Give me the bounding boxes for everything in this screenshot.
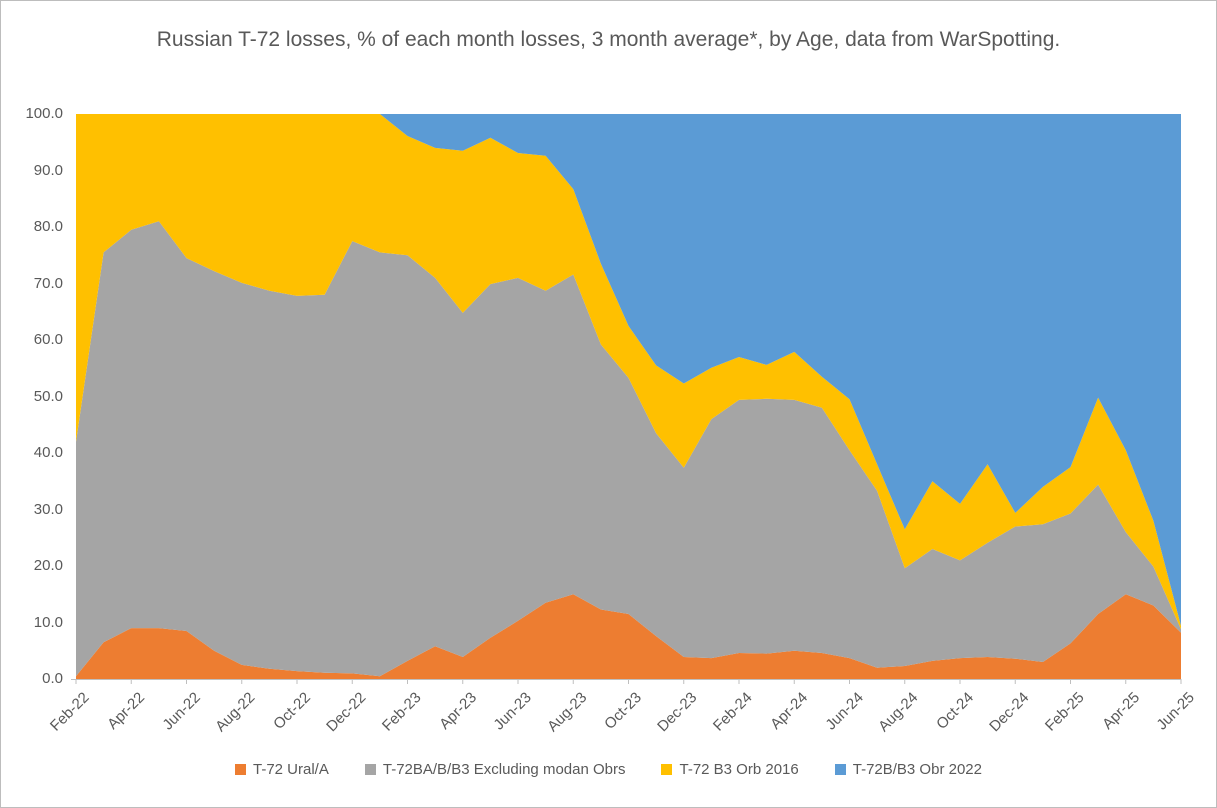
legend-item-t72b-b3-obr-2022: T-72B/B3 Obr 2022 <box>834 761 982 778</box>
legend: T-72 Ural/A T-72BA/B/B3 Excluding modan … <box>1 761 1216 778</box>
legend-item-t72ba-b-b3: T-72BA/B/B3 Excluding modan Obrs <box>364 761 626 778</box>
y-axis-label: 0.0 <box>42 670 63 687</box>
y-axis-label: 20.0 <box>33 557 63 574</box>
y-axis-label: 70.0 <box>33 274 63 292</box>
legend-label-t72-ural-a: T-72 Ural/A <box>253 761 329 778</box>
series-area-1 <box>76 221 1181 677</box>
legend-label-t72ba-b-b3: T-72BA/B/B3 Excluding modan Obrs <box>382 761 626 778</box>
y-axis-label: 80.0 <box>33 218 63 235</box>
y-axis-label: 10.0 <box>33 613 63 631</box>
series-area-2 <box>76 114 1181 630</box>
y-axis-label: 50.0 <box>33 387 63 405</box>
y-axis-label: 40.0 <box>33 444 63 461</box>
y-axis-label: 90.0 <box>33 161 63 179</box>
legend-swatch-t72ba-b-b3 <box>364 764 376 775</box>
legend-swatch-t72-b3-orb-2016 <box>661 764 673 775</box>
legend-swatch-t72b-b3-obr-2022 <box>834 764 846 775</box>
y-axis-label: 30.0 <box>33 500 63 518</box>
legend-label-t72-b3-orb-2016: T-72 B3 Orb 2016 <box>679 761 799 778</box>
legend-item-t72-ural-a: T-72 Ural/A <box>235 761 329 778</box>
series-area-3 <box>76 114 1181 626</box>
y-axis-label: 60.0 <box>33 331 63 348</box>
legend-swatch-t72-ural-a <box>235 764 246 775</box>
series-area-0 <box>76 594 1181 679</box>
y-axis-label: 100.0 <box>25 105 63 122</box>
legend-label-t72b-b3-obr-2022: T-72B/B3 Obr 2022 <box>852 761 982 778</box>
legend-item-t72-b3-orb-2016: T-72 B3 Orb 2016 <box>661 761 799 778</box>
chart-title: Russian T-72 losses, % of each month los… <box>156 28 1061 51</box>
